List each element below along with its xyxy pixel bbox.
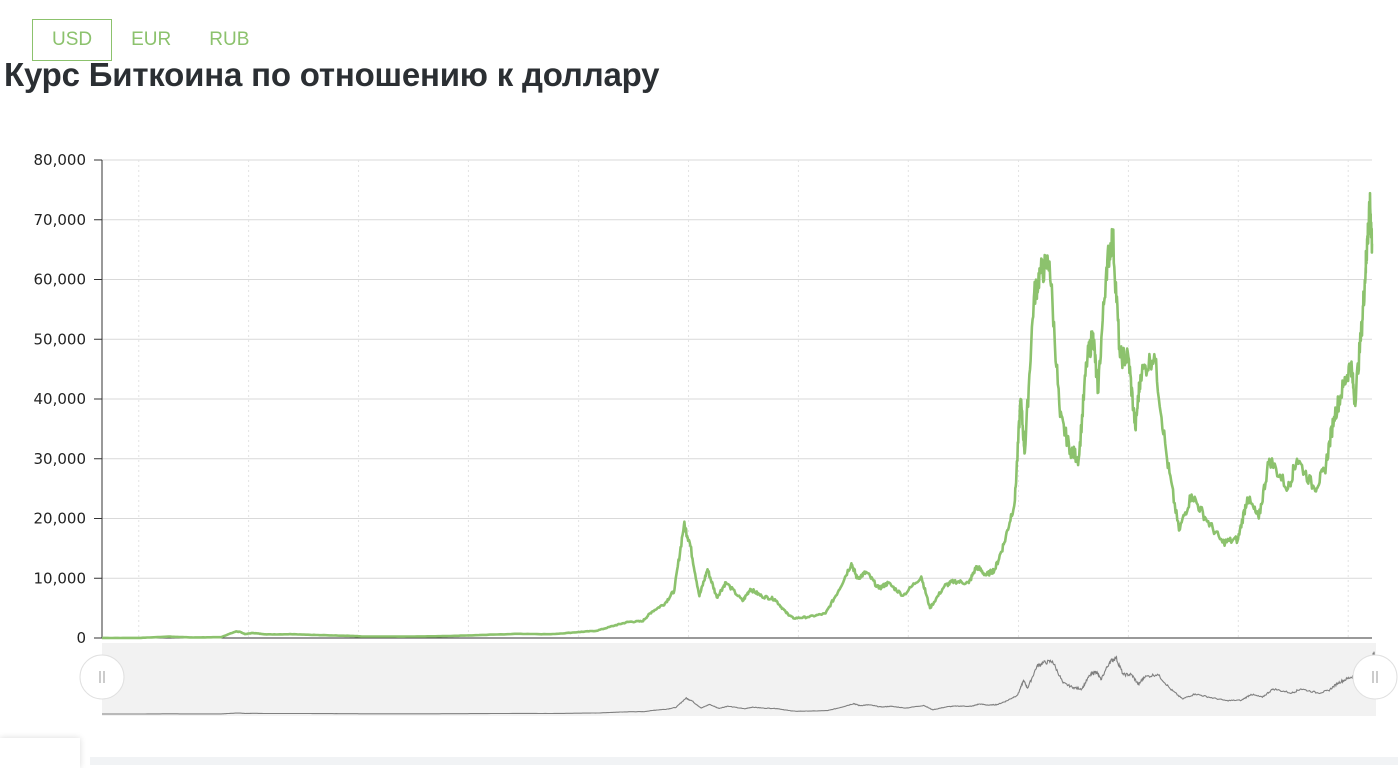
page-title: Курс Биткоина по отношению к доллару: [4, 56, 660, 93]
tick-label-y: 20,000: [34, 510, 87, 528]
series-line: [102, 191, 1374, 640]
axes: 0 10,000 20,000 30,000 40,000 50,000 60,000 70,…: [34, 151, 1372, 669]
navigator-handle-left[interactable]: [79, 654, 125, 700]
navigator-handle-right[interactable]: [1352, 654, 1398, 700]
navigator-background: [102, 643, 1376, 716]
tick-label-y: 50,000: [34, 330, 87, 348]
navigator-series-line: [102, 651, 1377, 715]
tick-label-y: 10,000: [34, 569, 87, 587]
tick-label-y: 40,000: [34, 390, 87, 408]
navigator-handle-left-knob[interactable]: [79, 654, 125, 700]
bottom-card: [0, 738, 80, 768]
tab-rub[interactable]: RUB: [209, 29, 250, 50]
tick-label-y: 0: [76, 629, 86, 647]
tick-label-y: 30,000: [34, 450, 87, 468]
bottom-strip: [90, 757, 1398, 765]
currency-tabs: USD EUR RUB: [32, 19, 268, 61]
series-layer: [102, 191, 1374, 640]
tab-usd[interactable]: USD: [32, 19, 113, 61]
tick-label-y: 60,000: [34, 271, 87, 289]
navigator[interactable]: [79, 643, 1398, 716]
grid: [102, 159, 1372, 638]
tick-label-y: 70,000: [34, 211, 87, 229]
tab-eur[interactable]: EUR: [131, 29, 172, 50]
navigator-handle-right-knob[interactable]: [1352, 654, 1398, 700]
tick-label-y: 80,000: [34, 151, 87, 169]
